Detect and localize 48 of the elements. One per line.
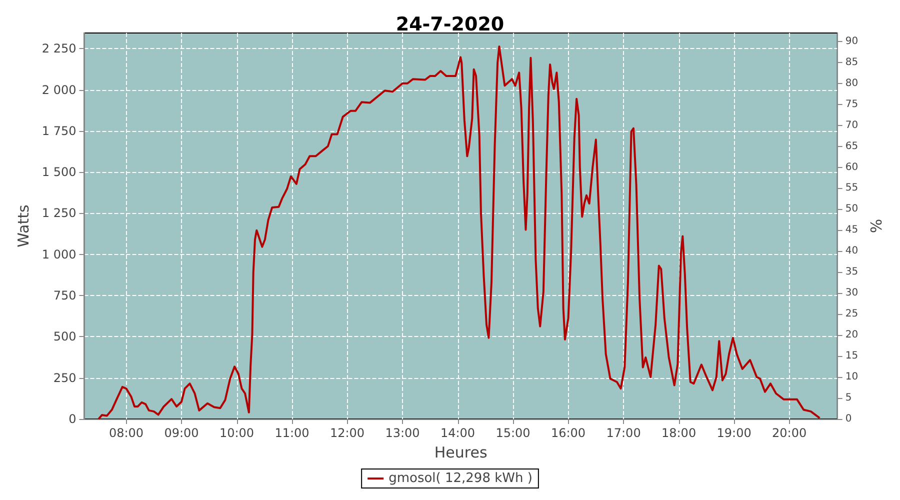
y-tick-label: 1 500	[42, 165, 76, 180]
x-tick-label: 17:00	[606, 426, 641, 440]
y2-tick-label: 20	[845, 330, 858, 341]
y2-tick-label: 30	[845, 288, 858, 299]
y2-tick-label: 65	[845, 140, 858, 152]
y-tick-label: 250	[53, 370, 76, 385]
y2-tick-label: 70	[845, 120, 858, 131]
x-tick-label: 13:00	[385, 426, 420, 440]
x-tick-label: 08:00	[108, 426, 144, 440]
y-tick-label: 2 000	[42, 82, 76, 97]
line-series	[98, 46, 821, 420]
x-tick-label: 15:00	[496, 426, 530, 440]
y2-axis-title: %	[868, 218, 886, 234]
x-tick-label: 19:00	[716, 426, 752, 440]
y-tick-label: 1 250	[42, 206, 76, 220]
y2-tick-label: 5	[845, 392, 852, 404]
x-tick-label: 12:00	[330, 426, 365, 440]
x-tick-label: 18:00	[661, 426, 696, 440]
x-tick-label: 10:00	[219, 426, 254, 440]
x-tick-label: 16:00	[550, 426, 586, 440]
y2-tick-label: 45	[845, 224, 858, 236]
y-axis-title: Watts	[14, 204, 32, 248]
y2-tick-label: 50	[845, 204, 858, 215]
x-tick-label: 11:00	[274, 426, 310, 440]
y2-tick-label: 55	[845, 182, 858, 194]
x-tick-label: 20:00	[772, 426, 807, 440]
y2-tick-label: 75	[845, 98, 858, 110]
legend-label: gmosol( 12,298 kWh )	[388, 471, 532, 486]
chart-title: 24-7-2020	[396, 14, 504, 36]
x-tick-label: 14:00	[440, 426, 476, 440]
y2-tick-label: 10	[845, 372, 858, 383]
y2-tick-label: 60	[845, 162, 858, 173]
y-tick-label: 1 000	[42, 247, 76, 262]
y2-tick-label: 90	[845, 36, 858, 47]
y2-tick-label: 0	[845, 414, 852, 424]
y2-tick-label: 40	[845, 246, 858, 257]
y-tick-label: 2 250	[42, 42, 76, 56]
y-tick-label: 750	[53, 288, 76, 303]
y2-tick-label: 80	[845, 78, 858, 89]
y2-tick-label: 35	[845, 266, 858, 278]
x-tick-label: 09:00	[164, 426, 199, 440]
y2-tick-label: 85	[845, 56, 858, 68]
x-axis-title: Heures	[434, 444, 488, 462]
y2-tick-label: 15	[845, 350, 858, 362]
y-tick-label: 500	[53, 330, 76, 344]
y-tick-label: 1 750	[42, 124, 76, 138]
y2-tick-label: 25	[845, 308, 858, 320]
y-tick-label: 0	[68, 412, 76, 426]
